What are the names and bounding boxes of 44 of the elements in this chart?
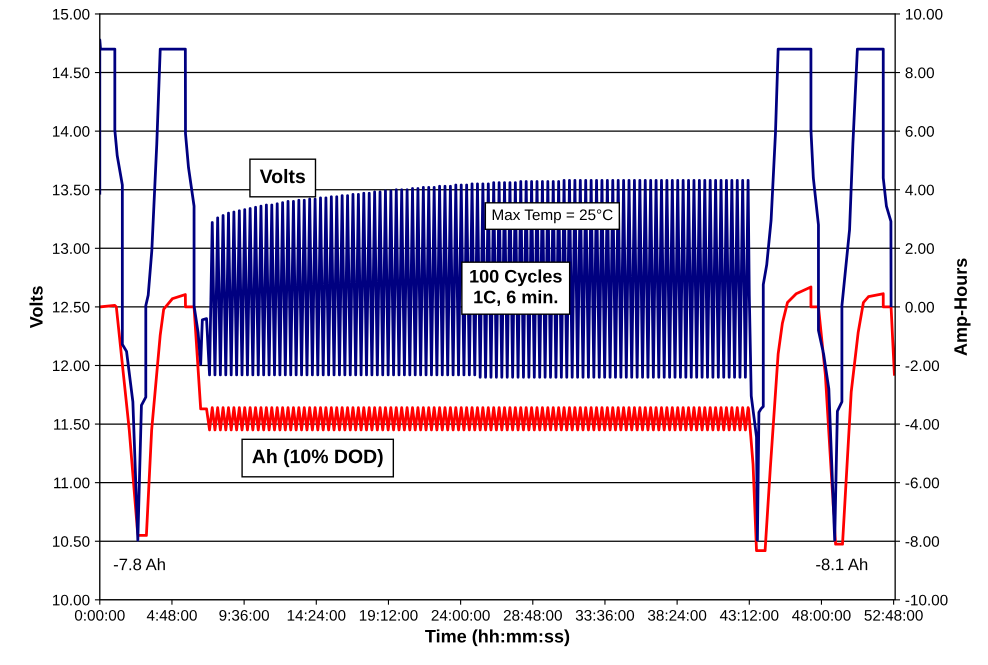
y2-tick-label: -10.00 <box>906 594 948 606</box>
series-label: Volts <box>260 168 305 184</box>
x-tick-label: 14:24:00 <box>288 610 346 621</box>
y2-axis-title: Amp-Hours <box>954 258 971 356</box>
x-tick-label: 33:36:00 <box>576 610 634 621</box>
annotation: -7.8 Ah <box>114 558 165 570</box>
x-tick-label: 19:12:00 <box>360 610 418 621</box>
x-tick-label: 38:24:00 <box>648 610 706 621</box>
x-tick-label: 52:48:00 <box>864 610 923 621</box>
y-tick-label: 13.00 <box>53 243 90 254</box>
y-tick-label: 15.00 <box>53 8 90 20</box>
y2-tick-label: 8.00 <box>906 67 934 78</box>
y2-tick-label: -6.00 <box>906 478 940 488</box>
y2-tick-label: -4.00 <box>906 418 940 430</box>
x-tick-label: 9:36:00 <box>219 610 270 621</box>
y-tick-label: 10.00 <box>53 594 90 606</box>
y2-tick-label: -2.00 <box>906 360 940 372</box>
y-tick-label: 13.50 <box>53 184 90 196</box>
x-tick-label: 28:48:00 <box>504 610 562 621</box>
y-tick-label: 14.00 <box>53 126 90 137</box>
y-tick-label: 14.50 <box>53 67 90 78</box>
y2-tick-label: 4.00 <box>905 184 934 196</box>
y2-tick-label: 10.00 <box>906 8 942 20</box>
annotation: 100 Cycles 1C, 6 min. <box>470 269 562 306</box>
y2-tick-label: 0.00 <box>905 302 934 313</box>
x-tick-label: 43:12:00 <box>720 610 778 621</box>
x-tick-label: 48:00:00 <box>792 610 851 621</box>
x-tick-label: 24:00:00 <box>432 610 490 621</box>
y-tick-label: 10.50 <box>53 536 90 547</box>
x-tick-label: 4:48:00 <box>146 610 197 621</box>
y-tick-label: 12.50 <box>53 302 90 313</box>
y-tick-label: 11.50 <box>54 418 90 430</box>
x-axis-title: Time (hh:mm:ss) <box>425 629 570 646</box>
y2-tick-label: -8.00 <box>906 536 940 547</box>
annotation: Max Temp = 25°C <box>492 209 613 224</box>
x-tick-label: 0:00:00 <box>74 610 125 621</box>
line-series <box>100 38 892 542</box>
y2-tick-label: 6.00 <box>906 126 934 137</box>
y-tick-label: 12.00 <box>53 360 90 372</box>
y-axis-title: Volts <box>29 286 43 328</box>
series-label: Ah (10% DOD) <box>252 448 383 468</box>
y-tick-label: 11.00 <box>54 478 90 488</box>
y2-tick-label: 2.00 <box>906 243 934 254</box>
annotation: -8.1 Ah <box>816 558 868 570</box>
